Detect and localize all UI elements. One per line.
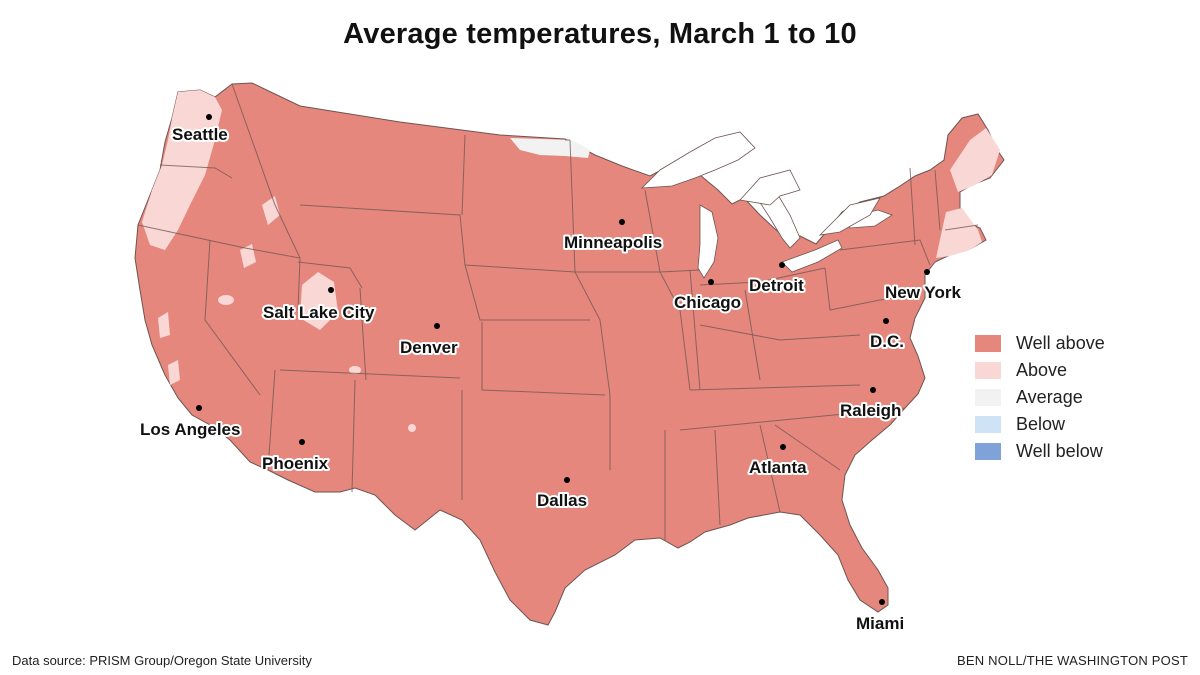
city-label-miami: Miami: [856, 614, 904, 633]
city-dots: [196, 114, 930, 605]
legend-swatch-average: [975, 389, 1001, 406]
city-labels: Seattle Minneapolis Detroit Chicago New …: [138, 123, 963, 635]
city-dot-dallas: [564, 477, 570, 483]
city-dot-los-angeles: [196, 405, 202, 411]
city-label-atlanta: Atlanta: [749, 458, 807, 477]
us-landmass: [134, 82, 1005, 626]
city-dot-chicago: [708, 279, 714, 285]
credit-line: BEN NOLL/THE WASHINGTON POST: [957, 653, 1188, 668]
legend-swatch-above: [975, 362, 1001, 379]
city-label-minneapolis: Minneapolis: [564, 233, 662, 252]
city-label-denver: Denver: [400, 338, 458, 357]
city-label-chicago: Chicago: [674, 293, 741, 312]
city-dot-detroit: [779, 262, 785, 268]
city-dot-salt-lake-city: [328, 287, 334, 293]
city-label-seattle: Seattle: [172, 125, 228, 144]
legend-item-below: Below: [975, 411, 1105, 438]
legend-swatch-well-above: [975, 335, 1001, 352]
city-label-dallas: Dallas: [537, 491, 587, 510]
legend-label-well-above: Well above: [1016, 333, 1105, 353]
lake-superior: [640, 131, 756, 189]
city-dot-new-york: [924, 269, 930, 275]
lake-michigan: [697, 204, 719, 279]
city-dot-atlanta: [780, 444, 786, 450]
city-dot-denver: [434, 323, 440, 329]
canada-water: [739, 169, 801, 206]
city-dot-dc: [883, 318, 889, 324]
legend-item-well-below: Well below: [975, 438, 1105, 465]
city-dot-minneapolis: [619, 219, 625, 225]
legend-label-below: Below: [1016, 414, 1066, 434]
lake-huron: [751, 189, 801, 249]
city-label-detroit: Detroit: [749, 276, 804, 295]
city-label-salt-lake-city: Salt Lake City: [263, 303, 375, 322]
legend-item-average: Average: [975, 384, 1105, 411]
city-label-phoenix: Phoenix: [262, 454, 329, 473]
map-title: Average temperatures, March 1 to 10: [343, 18, 857, 50]
city-dot-phoenix: [299, 439, 305, 445]
data-source-note: Data source: PRISM Group/Oregon State Un…: [12, 653, 312, 668]
legend-label-well-below: Well below: [1016, 441, 1103, 461]
city-dot-seattle: [206, 114, 212, 120]
city-label-los-angeles: Los Angeles: [140, 420, 240, 439]
legend: Well above Above Average Below Well belo…: [975, 330, 1105, 465]
legend-label-average: Average: [1016, 387, 1083, 407]
city-label-new-york: New York: [885, 283, 961, 302]
legend-swatch-well-below: [975, 443, 1001, 460]
legend-swatch-below: [975, 416, 1001, 433]
city-label-dc: D.C.: [870, 332, 904, 351]
state-borders: [137, 83, 979, 540]
great-lakes: [640, 131, 893, 279]
city-dot-miami: [879, 599, 885, 605]
legend-item-well-above: Well above: [975, 330, 1105, 357]
city-dot-raleigh: [870, 387, 876, 393]
city-label-raleigh: Raleigh: [840, 401, 901, 420]
legend-item-above: Above: [975, 357, 1105, 384]
legend-label-above: Above: [1016, 360, 1068, 380]
lake-erie: [781, 239, 843, 273]
above-average-areas: [142, 90, 1000, 432]
